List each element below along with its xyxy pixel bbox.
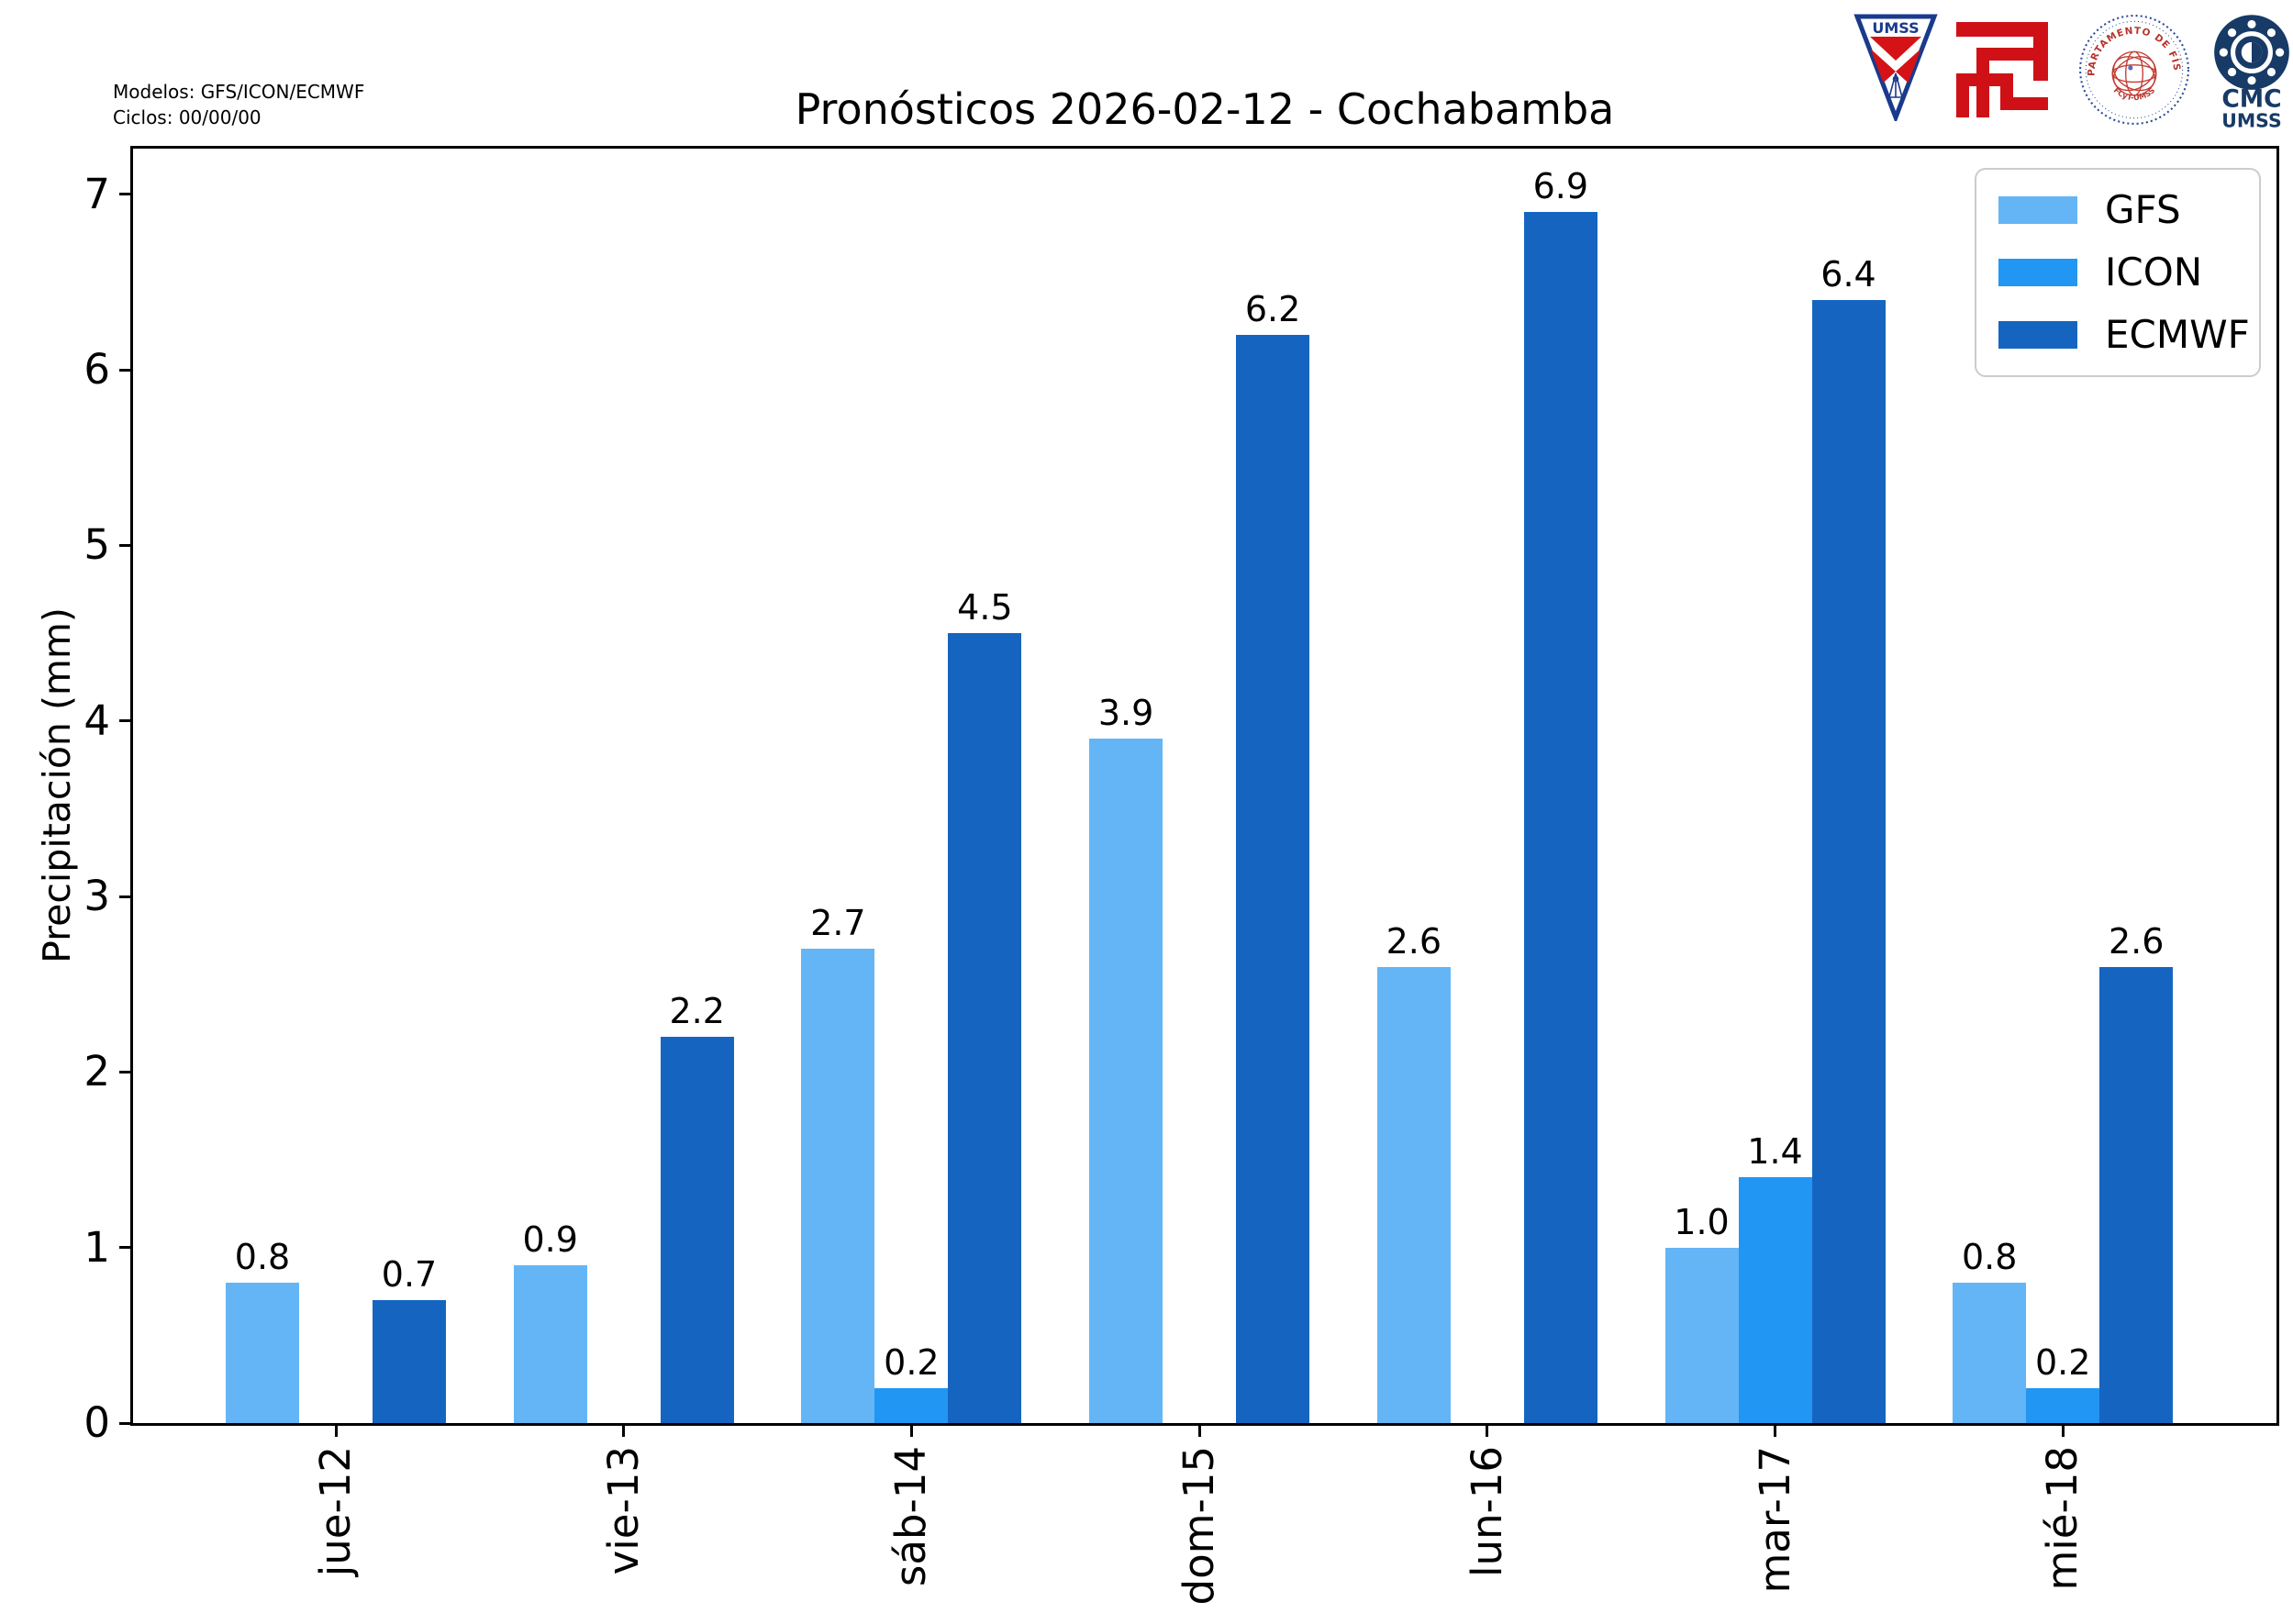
legend-swatch-icon bbox=[1998, 259, 2077, 286]
x-tick-label: vie-13 bbox=[598, 1446, 648, 1575]
bar-ecmwf-dom-15 bbox=[1236, 334, 1310, 1423]
x-tick-label: mar-17 bbox=[1750, 1446, 1799, 1594]
bar-gfs-mar-17 bbox=[1664, 1247, 1739, 1423]
x-tick-label: jue-12 bbox=[311, 1446, 360, 1577]
y-tick-label: 7 bbox=[83, 169, 110, 218]
legend-swatch-gfs bbox=[1998, 196, 2077, 224]
legend-item-icon: ICON bbox=[1998, 252, 2237, 293]
legend-label-ecmwf: ECMWF bbox=[2105, 312, 2250, 357]
legend-item-gfs: GFS bbox=[1998, 190, 2237, 230]
bar-gfs-mié-18 bbox=[1953, 1282, 2027, 1423]
annotation-models: Modelos: GFS/ICON/ECMWF bbox=[113, 81, 365, 103]
bar-value-label: 2.2 bbox=[669, 991, 725, 1032]
plot-area bbox=[130, 146, 2279, 1426]
y-tick-label: 5 bbox=[83, 520, 110, 570]
bar-value-label: 6.4 bbox=[1820, 253, 1876, 295]
bar-ecmwf-mié-18 bbox=[2099, 966, 2174, 1423]
y-tick-label: 2 bbox=[83, 1047, 110, 1096]
legend-label-gfs: GFS bbox=[2105, 187, 2181, 232]
legend-label-icon: ICON bbox=[2105, 250, 2203, 295]
x-tick bbox=[1486, 1423, 1489, 1437]
bar-value-label: 6.9 bbox=[1532, 165, 1589, 206]
bar-value-label: 0.8 bbox=[1961, 1236, 2018, 1277]
y-tick bbox=[119, 368, 133, 372]
y-tick bbox=[119, 193, 133, 196]
annotation-cycles: Ciclos: 00/00/00 bbox=[113, 106, 262, 128]
bar-ecmwf-lun-16 bbox=[1523, 211, 1597, 1423]
bar-icon-sáb-14 bbox=[874, 1387, 949, 1423]
y-tick bbox=[119, 543, 133, 547]
legend: GFS ICON ECMWF bbox=[1975, 168, 2261, 377]
cmc-logo-text-1: CMC bbox=[2221, 84, 2281, 113]
bar-value-label: 1.4 bbox=[1747, 1131, 1803, 1173]
x-tick bbox=[1774, 1423, 1776, 1437]
y-tick bbox=[119, 1070, 133, 1073]
umss-shield-logo: UMSS bbox=[1853, 14, 1938, 121]
bar-value-label: 0.2 bbox=[884, 1341, 940, 1383]
x-tick bbox=[622, 1423, 626, 1437]
fisica-seal-logo: DEPARTAMENTO DE FÍSICA FCyT-UMSS bbox=[2077, 13, 2189, 125]
x-tick bbox=[1197, 1423, 1201, 1437]
logo-strip: UMSS bbox=[1853, 13, 2293, 130]
bar-value-label: 0.8 bbox=[234, 1236, 291, 1277]
bar-value-label: 0.2 bbox=[2034, 1341, 2091, 1383]
bar-icon-mié-18 bbox=[2026, 1387, 2100, 1423]
bar-ecmwf-vie-13 bbox=[660, 1037, 734, 1423]
bar-gfs-vie-13 bbox=[513, 1264, 587, 1423]
x-tick bbox=[2061, 1423, 2065, 1437]
legend-swatch-ecmwf bbox=[1998, 321, 2077, 349]
bar-ecmwf-jue-12 bbox=[373, 1300, 446, 1423]
y-axis-label: Precipitación (mm) bbox=[35, 607, 79, 963]
bar-value-label: 2.6 bbox=[1386, 920, 1442, 962]
bar-gfs-sáb-14 bbox=[801, 949, 875, 1423]
y-tick-label: 4 bbox=[83, 695, 110, 745]
chart-title: Pronósticos 2026-02-12 - Cochabamba bbox=[795, 84, 1615, 134]
legend-item-ecmwf: ECMWF bbox=[1998, 315, 2250, 355]
bar-value-label: 0.7 bbox=[381, 1254, 438, 1296]
x-tick bbox=[909, 1423, 913, 1437]
y-tick bbox=[119, 895, 133, 898]
y-tick bbox=[119, 719, 133, 723]
bar-gfs-lun-16 bbox=[1376, 966, 1451, 1423]
cmc-umss-logo: CMC UMSS bbox=[2214, 15, 2289, 130]
bar-value-label: 0.9 bbox=[522, 1218, 578, 1260]
y-tick bbox=[119, 1421, 133, 1425]
bar-value-label: 6.2 bbox=[1244, 288, 1301, 329]
cmc-logo-text-2: UMSS bbox=[2221, 110, 2281, 130]
y-tick-label: 1 bbox=[83, 1222, 110, 1272]
x-tick-label: sáb-14 bbox=[886, 1446, 936, 1587]
bar-ecmwf-mar-17 bbox=[1811, 299, 1886, 1423]
y-tick bbox=[119, 1246, 133, 1250]
y-tick-label: 3 bbox=[83, 872, 110, 921]
bar-gfs-dom-15 bbox=[1089, 738, 1163, 1423]
bar-value-label: 4.5 bbox=[957, 587, 1013, 628]
fcyt-logo bbox=[1956, 22, 2048, 117]
umss-shield-text: UMSS bbox=[1872, 19, 1919, 37]
bar-gfs-jue-12 bbox=[226, 1282, 299, 1423]
y-tick-label: 0 bbox=[83, 1398, 110, 1447]
x-tick bbox=[334, 1423, 338, 1437]
y-tick-label: 6 bbox=[83, 345, 110, 395]
x-tick-label: mié-18 bbox=[2038, 1446, 2087, 1591]
x-tick-label: dom-15 bbox=[1174, 1446, 1224, 1606]
bar-value-label: 2.7 bbox=[810, 903, 866, 944]
bar-value-label: 3.9 bbox=[1097, 692, 1154, 733]
bar-icon-mar-17 bbox=[1738, 1177, 1812, 1423]
bar-value-label: 2.6 bbox=[2108, 920, 2165, 962]
x-tick-label: lun-16 bbox=[1462, 1446, 1511, 1578]
bar-value-label: 1.0 bbox=[1674, 1201, 1730, 1242]
bar-ecmwf-sáb-14 bbox=[948, 633, 1022, 1423]
